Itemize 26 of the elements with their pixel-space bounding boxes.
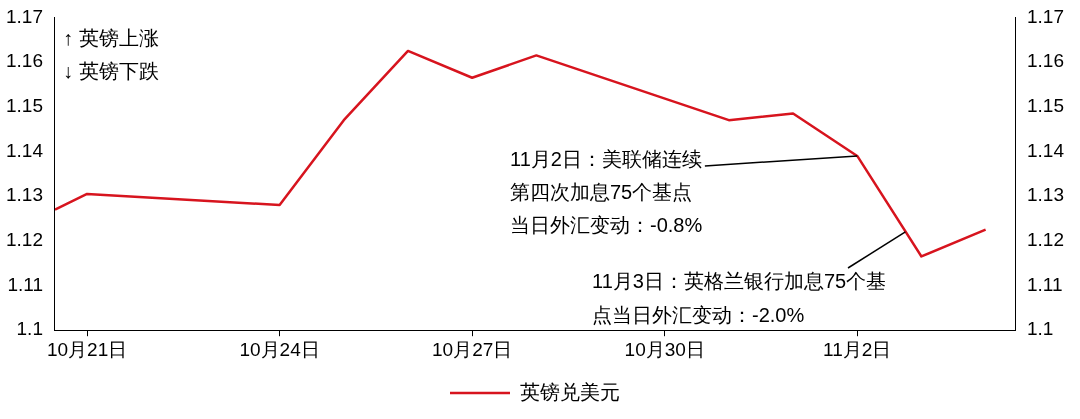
annotation: 11月2日：美联储连续第四次加息75个基点当日外汇变动：-0.8% [510, 147, 703, 236]
y-tick-label: 1.15 [6, 95, 43, 117]
x-tick-label: 11月2日 [823, 338, 892, 360]
x-tick-label: 10月24日 [239, 338, 320, 360]
x-tick-label: 10月21日 [46, 338, 128, 360]
annotation: ↓ 英镑下跌 [62, 59, 159, 82]
y2-tick-label: 1.14 [1027, 139, 1065, 161]
y2-tick-label: 1.16 [1027, 50, 1064, 72]
legend-label: 英镑兑美元 [520, 380, 620, 403]
y-tick-label: 1.1 [16, 318, 43, 340]
y2-tick-label: 1.12 [1027, 229, 1064, 251]
annotation: 11月3日：英格兰银行加息75个基点当日外汇变动：-2.0% [592, 269, 887, 326]
y2-tick-label: 1.11 [1027, 273, 1063, 295]
y2-tick-label: 1.13 [1027, 184, 1064, 206]
y2-tick-label: 1.17 [1027, 5, 1064, 27]
y-tick-label: 1.17 [6, 5, 43, 27]
x-tick-label: 10月27日 [432, 338, 513, 360]
y-tick-label: 1.11 [7, 273, 43, 295]
y-tick-label: 1.16 [6, 50, 43, 72]
y-tick-label: 1.12 [6, 229, 43, 251]
y-tick-label: 1.14 [6, 139, 44, 161]
y2-tick-label: 1.15 [1027, 95, 1064, 117]
y2-tick-label: 1.1 [1027, 318, 1054, 340]
annotation: ↑ 英镑上涨 [62, 26, 159, 49]
x-tick-label: 10月30日 [624, 338, 705, 360]
y-tick-label: 1.13 [6, 184, 43, 206]
